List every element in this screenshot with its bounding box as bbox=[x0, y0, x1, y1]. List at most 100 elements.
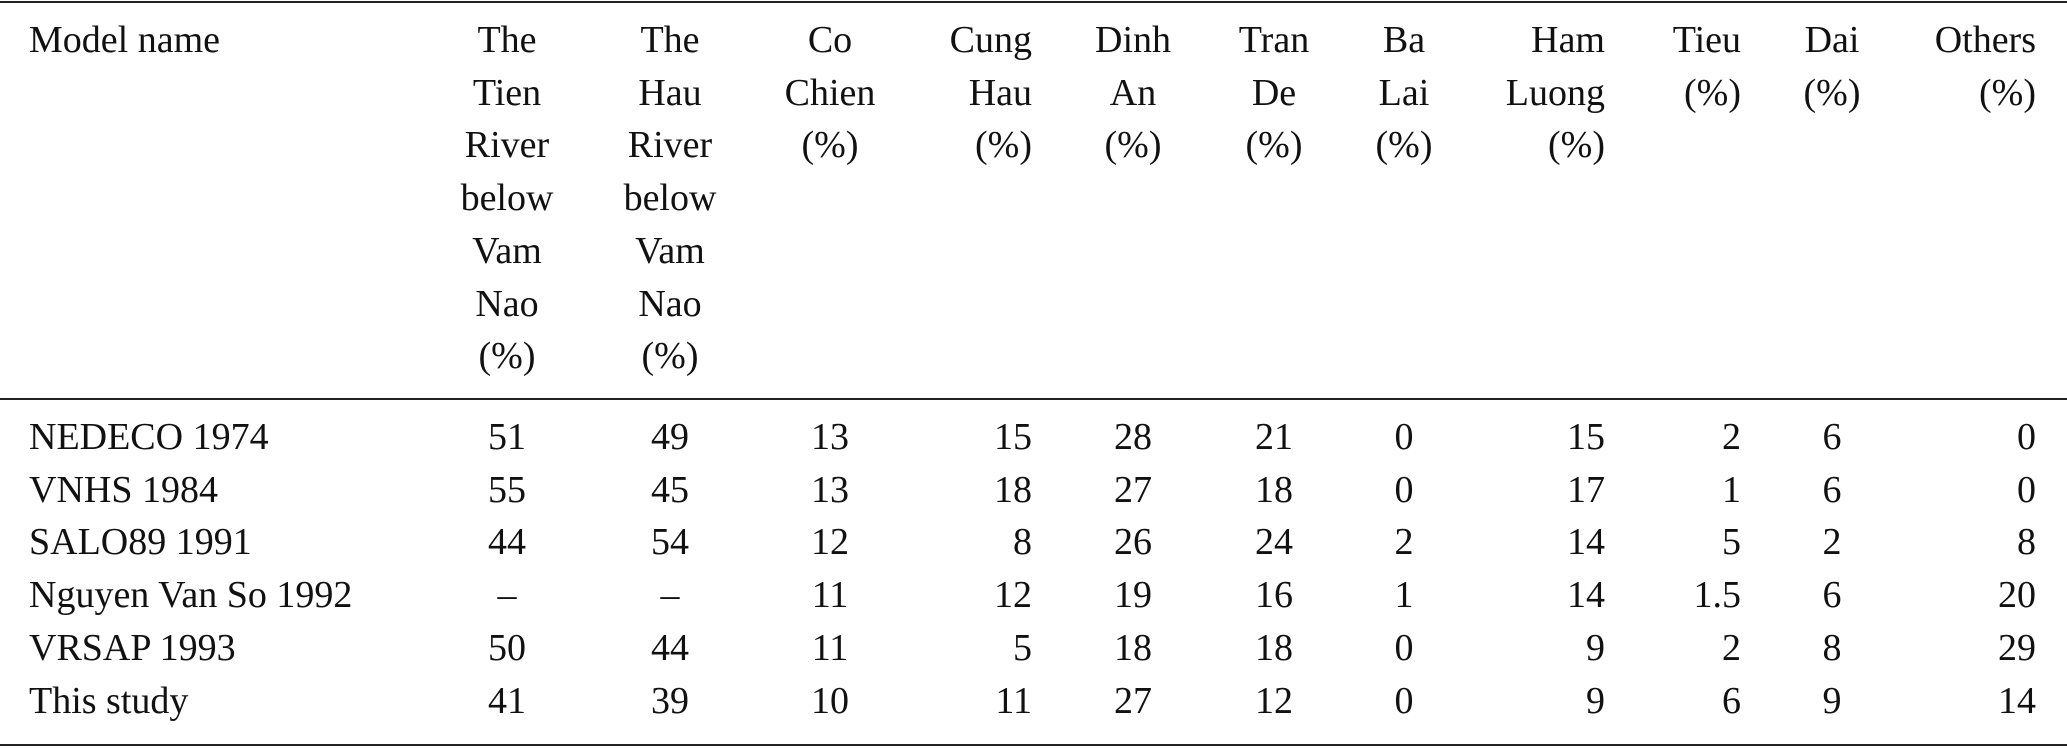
header-cell: Luong bbox=[1505, 71, 1605, 114]
header-cell: Co bbox=[807, 19, 853, 61]
data-cell: 11 bbox=[811, 574, 849, 617]
data-cell: 18 bbox=[994, 468, 1032, 511]
data-cell: 39 bbox=[651, 679, 689, 722]
data-cell: 27 bbox=[1114, 468, 1152, 511]
header-cell: Chien bbox=[784, 71, 876, 114]
header-cell: The bbox=[640, 19, 700, 61]
header-cell: River bbox=[627, 124, 713, 167]
data-cell: 0 bbox=[1394, 416, 1414, 458]
data-cell: 19 bbox=[1114, 574, 1152, 617]
data-cell: 5 bbox=[1722, 521, 1741, 564]
header-cell: Nao bbox=[638, 282, 702, 325]
data-cell: 55 bbox=[488, 468, 526, 511]
data-cell: 9 bbox=[1822, 679, 1842, 722]
data-cell: 12 bbox=[811, 521, 849, 564]
header-cell: (%) bbox=[641, 335, 699, 378]
data-cell: 15 bbox=[1567, 416, 1605, 458]
data-cell: 24 bbox=[1255, 521, 1293, 564]
header-cell: Nao bbox=[475, 282, 539, 325]
data-cell: 28 bbox=[1114, 416, 1152, 458]
data-cell: 44 bbox=[488, 521, 526, 564]
data-cell: 1.5 bbox=[1693, 574, 1742, 617]
row-label: SALO89 1991 bbox=[29, 521, 252, 564]
data-cell: 14 bbox=[1567, 521, 1605, 564]
header-cell: River bbox=[464, 124, 550, 167]
data-cell: 49 bbox=[651, 416, 689, 458]
data-cell: 9 bbox=[1586, 626, 1605, 669]
data-cell: 0 bbox=[1394, 626, 1414, 669]
header-cell: De bbox=[1251, 71, 1297, 114]
header-cell: Hau bbox=[968, 71, 1032, 114]
data-cell: 13 bbox=[811, 416, 849, 458]
header-cell: Vam bbox=[635, 229, 705, 272]
header-cell: (%) bbox=[1803, 71, 1861, 114]
header-cell: Cung bbox=[949, 19, 1032, 61]
header-cell: Ham bbox=[1531, 19, 1605, 61]
header-cell: (%) bbox=[1245, 124, 1303, 167]
header-cell: below bbox=[623, 177, 717, 220]
data-cell: 44 bbox=[651, 626, 689, 669]
data-cell: 51 bbox=[488, 416, 526, 458]
header-cell: (%) bbox=[1979, 71, 2036, 114]
header-cell: Tieu bbox=[1672, 19, 1741, 61]
header-cell: (%) bbox=[1684, 71, 1741, 114]
data-cell: 6 bbox=[1822, 416, 1842, 458]
header-cell: Tran bbox=[1238, 19, 1310, 61]
data-cell: 50 bbox=[488, 626, 526, 669]
data-cell: 1 bbox=[1394, 574, 1414, 617]
data-cell: 0 bbox=[1394, 468, 1414, 511]
row-label: VRSAP 1993 bbox=[29, 626, 236, 669]
header-cell: The bbox=[477, 19, 537, 61]
data-cell: 8 bbox=[1822, 626, 1842, 669]
data-cell: 2 bbox=[1722, 626, 1741, 669]
data-cell: – bbox=[660, 574, 680, 617]
header-cell: (%) bbox=[478, 335, 536, 378]
top-rule bbox=[0, 1, 2067, 3]
data-cell: 5 bbox=[1013, 626, 1032, 669]
data-cell: 11 bbox=[811, 626, 849, 669]
data-cell: 2 bbox=[1822, 521, 1842, 564]
data-cell: 15 bbox=[994, 416, 1032, 458]
data-cell: 2 bbox=[1394, 521, 1414, 564]
data-cell: – bbox=[497, 574, 517, 617]
data-cell: 8 bbox=[1013, 521, 1032, 564]
data-cell: 6 bbox=[1822, 468, 1842, 511]
bottom-rule bbox=[0, 744, 2067, 746]
header-cell: Lai bbox=[1378, 71, 1430, 114]
data-cell: 18 bbox=[1255, 626, 1293, 669]
data-cell: 54 bbox=[651, 521, 689, 564]
data-cell: 27 bbox=[1114, 679, 1152, 722]
header-cell: Hau bbox=[638, 71, 702, 114]
data-cell: 29 bbox=[1998, 626, 2036, 669]
row-label: Nguyen Van So 1992 bbox=[29, 574, 353, 617]
data-cell: 0 bbox=[1394, 679, 1414, 722]
header-cell: (%) bbox=[1104, 124, 1162, 167]
data-cell: 6 bbox=[1722, 679, 1741, 722]
data-cell: 41 bbox=[488, 679, 526, 722]
data-cell: 45 bbox=[651, 468, 689, 511]
data-cell: 18 bbox=[1255, 468, 1293, 511]
data-cell: 20 bbox=[1998, 574, 2036, 617]
data-cell: 21 bbox=[1255, 416, 1293, 458]
data-cell: 8 bbox=[2017, 521, 2036, 564]
data-cell: 12 bbox=[1255, 679, 1293, 722]
header-cell: below bbox=[460, 177, 554, 220]
data-cell: 17 bbox=[1567, 468, 1605, 511]
data-cell: 6 bbox=[1822, 574, 1842, 617]
data-cell: 10 bbox=[811, 679, 849, 722]
data-cell: 14 bbox=[1567, 574, 1605, 617]
header-cell: (%) bbox=[1375, 124, 1433, 167]
header-cell: (%) bbox=[1548, 124, 1605, 167]
data-cell: 11 bbox=[995, 679, 1032, 722]
header-cell: Dai bbox=[1804, 19, 1860, 61]
data-cell: 14 bbox=[1998, 679, 2036, 722]
data-cell: 16 bbox=[1255, 574, 1293, 617]
header-cell: An bbox=[1109, 71, 1157, 114]
row-label: NEDECO 1974 bbox=[29, 416, 269, 458]
header-cell: Tien bbox=[472, 71, 542, 114]
data-cell: 0 bbox=[2017, 468, 2036, 511]
data-cell: 2 bbox=[1722, 416, 1741, 458]
header-cell: Others bbox=[1934, 19, 2036, 61]
data-cell: 1 bbox=[1722, 468, 1741, 511]
